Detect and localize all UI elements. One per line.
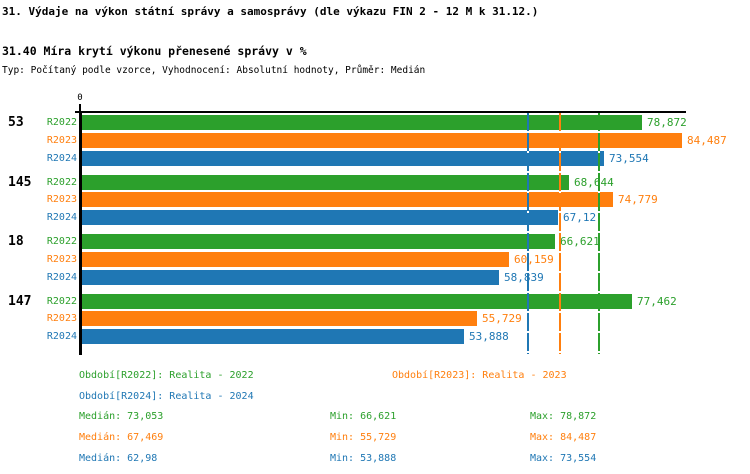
stat-min: Min: 53,888 <box>330 453 397 464</box>
stat-median: Medián: 73,053 <box>79 411 164 422</box>
y-axis-line <box>79 111 82 355</box>
stat-max: Max: 73,554 <box>530 453 597 464</box>
bar-value-label: 67,12 <box>563 211 597 224</box>
bar <box>82 210 558 225</box>
bar <box>82 234 555 249</box>
series-row-label: R2024 <box>46 272 77 283</box>
series-row-label: R2023 <box>46 254 77 265</box>
bar <box>82 115 642 130</box>
legend-item: Období[R2023]: Realita - 2023 <box>392 370 567 381</box>
group-label: 145 <box>8 175 32 190</box>
horizontal-bar-chart: 0 53 R2022 78,872 R2023 84,487 R2024 73,554 145… <box>8 93 727 355</box>
report-title: 31. Výdaje na výkon státní správy a samo… <box>2 5 539 18</box>
stat-min: Min: 66,621 <box>330 411 397 422</box>
series-row-label: R2024 <box>46 153 77 164</box>
median-reference-line <box>527 113 529 354</box>
group-label: 18 <box>8 234 24 249</box>
series-row-label: R2022 <box>46 296 77 307</box>
group-label: 53 <box>8 115 24 130</box>
series-row-label: R2024 <box>46 331 77 342</box>
group-label: 147 <box>8 294 32 309</box>
bar-value-label: 66,621 <box>560 235 600 248</box>
meta-line: Typ: Počítaný podle vzorce, Vyhodnocení:… <box>2 65 426 76</box>
bar <box>82 270 499 285</box>
axis-zero-tick <box>79 104 81 112</box>
stat-median: Medián: 67,469 <box>79 432 164 443</box>
series-row-label: R2022 <box>46 177 77 188</box>
series-row-label: R2022 <box>46 117 77 128</box>
axis-zero-tick-label: 0 <box>77 93 83 103</box>
bar-value-label: 60,159 <box>514 253 554 266</box>
bar <box>82 329 464 344</box>
series-row-label: R2023 <box>46 135 77 146</box>
median-reference-line <box>598 113 600 354</box>
bar-value-label: 53,888 <box>469 330 509 343</box>
bar-value-label: 73,554 <box>609 152 649 165</box>
series-row-label: R2023 <box>46 194 77 205</box>
bar <box>82 133 682 148</box>
bar-value-label: 68,644 <box>574 176 614 189</box>
bar-value-label: 77,462 <box>637 295 677 308</box>
bar <box>82 175 569 190</box>
stat-max: Max: 84,487 <box>530 432 597 443</box>
bar-value-label: 74,779 <box>618 193 658 206</box>
bar <box>82 192 613 207</box>
bar <box>82 151 604 166</box>
bar-value-label: 58,839 <box>504 271 544 284</box>
median-reference-line <box>559 113 561 354</box>
stat-median: Medián: 62,98 <box>79 453 158 464</box>
series-row-label: R2022 <box>46 236 77 247</box>
stat-min: Min: 55,729 <box>330 432 397 443</box>
x-axis-line <box>75 111 686 113</box>
bar <box>82 311 477 326</box>
bar-value-label: 78,872 <box>647 116 687 129</box>
series-row-label: R2023 <box>46 313 77 324</box>
legend-item: Období[R2022]: Realita - 2022 <box>79 370 254 381</box>
stat-max: Max: 78,872 <box>530 411 597 422</box>
series-row-label: R2024 <box>46 212 77 223</box>
bar <box>82 294 632 309</box>
bar-value-label: 55,729 <box>482 312 522 325</box>
legend-item: Období[R2024]: Realita - 2024 <box>79 391 254 402</box>
bar-value-label: 84,487 <box>687 134 727 147</box>
bar <box>82 252 509 267</box>
indicator-subtitle: 31.40 Míra krytí výkonu přenesené správy… <box>2 44 307 58</box>
